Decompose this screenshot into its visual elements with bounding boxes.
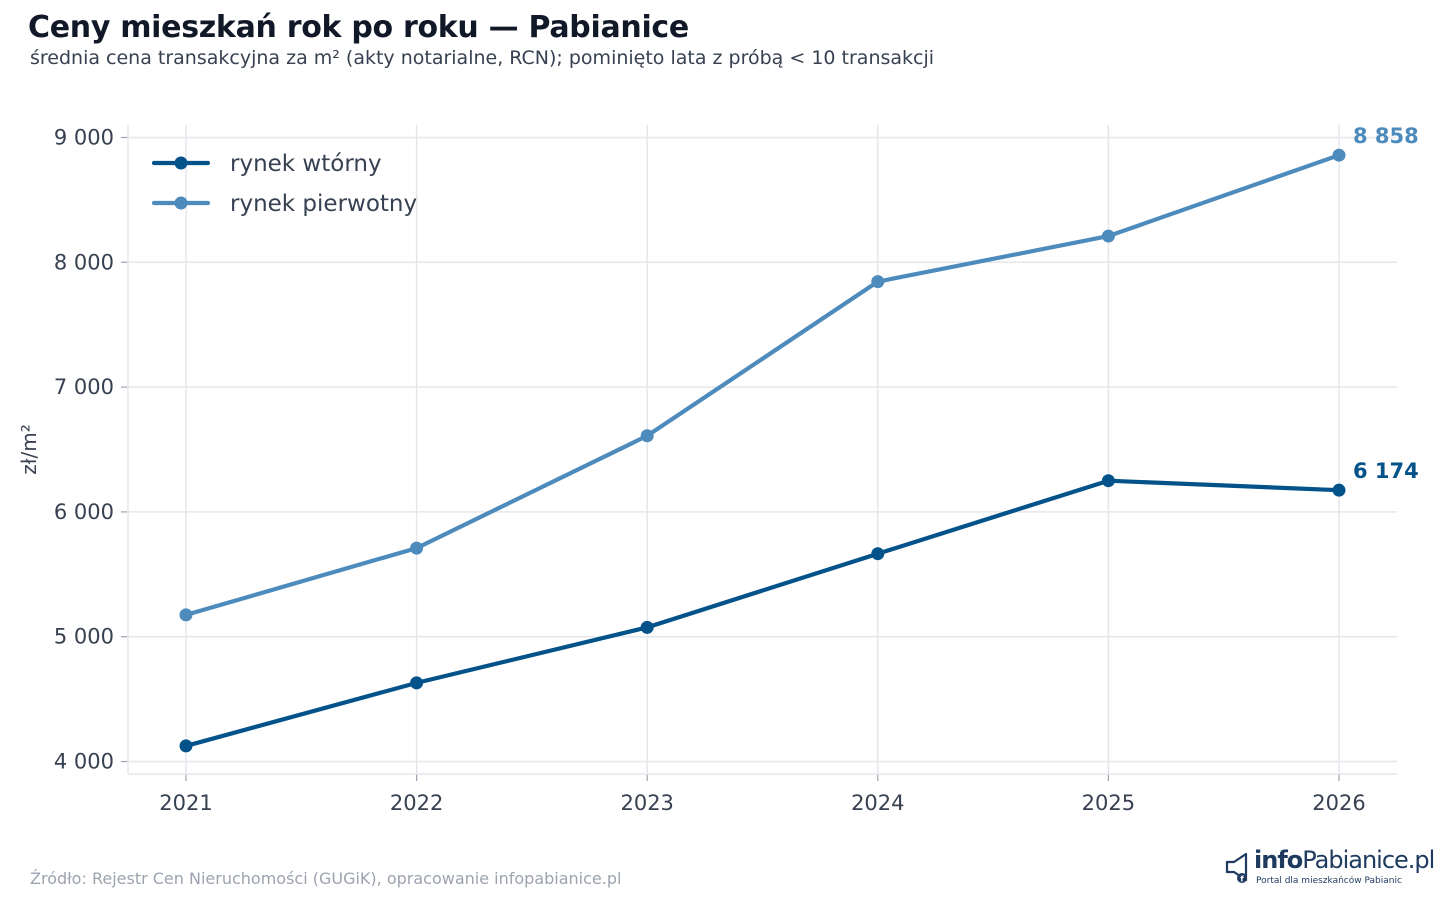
- y-tick-label: 7 000: [54, 375, 114, 399]
- data-point[interactable]: [871, 547, 885, 561]
- data-point[interactable]: [1332, 483, 1346, 497]
- legend-swatch-marker: [174, 156, 188, 170]
- data-point[interactable]: [1101, 474, 1115, 488]
- data-point[interactable]: [179, 608, 193, 622]
- x-tick-label: 2021: [159, 791, 212, 815]
- grid-lines: [128, 125, 1397, 774]
- legend: rynek wtórny rynek pierwotny: [151, 151, 417, 217]
- data-point[interactable]: [179, 739, 193, 753]
- logo-wordmark: infoPabianice.pl: [1254, 846, 1435, 874]
- axes: 4 000 5 000 6 000 7 000 8 000 9 000 2021 2022 20…: [17, 125, 1397, 815]
- data-point[interactable]: [410, 676, 424, 690]
- y-tick-label: 9 000: [54, 125, 114, 149]
- data-point[interactable]: [871, 275, 885, 289]
- end-value-label: 6 174: [1353, 459, 1419, 483]
- x-tick-label: 2023: [620, 791, 673, 815]
- chart-subtitle: średnia cena transakcyjna za m² (akty no…: [30, 47, 935, 69]
- y-tick-label: 6 000: [54, 500, 114, 524]
- chart-title: Ceny mieszkań rok po roku — Pabianice: [28, 10, 689, 45]
- end-value-label: 8 858: [1353, 124, 1419, 148]
- brand-logo[interactable]: f infoPabianice.pl Portal dla mieszkańcó…: [1224, 846, 1435, 892]
- y-tick-label: 4 000: [54, 750, 114, 774]
- series-line: [183, 478, 1342, 749]
- legend-swatch-marker: [174, 196, 188, 210]
- legend-label: rynek pierwotny: [230, 191, 417, 217]
- series-line: [183, 153, 1342, 617]
- data-series: 8 858 6 174: [179, 124, 1419, 753]
- x-tick-label: 2025: [1082, 791, 1135, 815]
- y-axis-title: zł/m²: [17, 424, 41, 474]
- y-tick-label: 8 000: [54, 250, 114, 274]
- logo-tagline: Portal dla mieszkańców Pabianic: [1256, 876, 1402, 886]
- data-point[interactable]: [1332, 148, 1346, 162]
- data-point[interactable]: [640, 429, 654, 443]
- x-tick-label: 2022: [390, 791, 443, 815]
- data-point[interactable]: [410, 541, 424, 555]
- x-tick-label: 2024: [851, 791, 904, 815]
- legend-label: rynek wtórny: [230, 151, 382, 177]
- source-note: Źródło: Rejestr Cen Nieruchomości (GUGiK…: [30, 869, 622, 888]
- svg-text:f: f: [1240, 875, 1244, 884]
- data-point[interactable]: [640, 620, 654, 634]
- megaphone-icon: f: [1225, 852, 1248, 884]
- data-point[interactable]: [1101, 229, 1115, 243]
- x-tick-label: 2026: [1312, 791, 1365, 815]
- y-tick-label: 5 000: [54, 625, 114, 649]
